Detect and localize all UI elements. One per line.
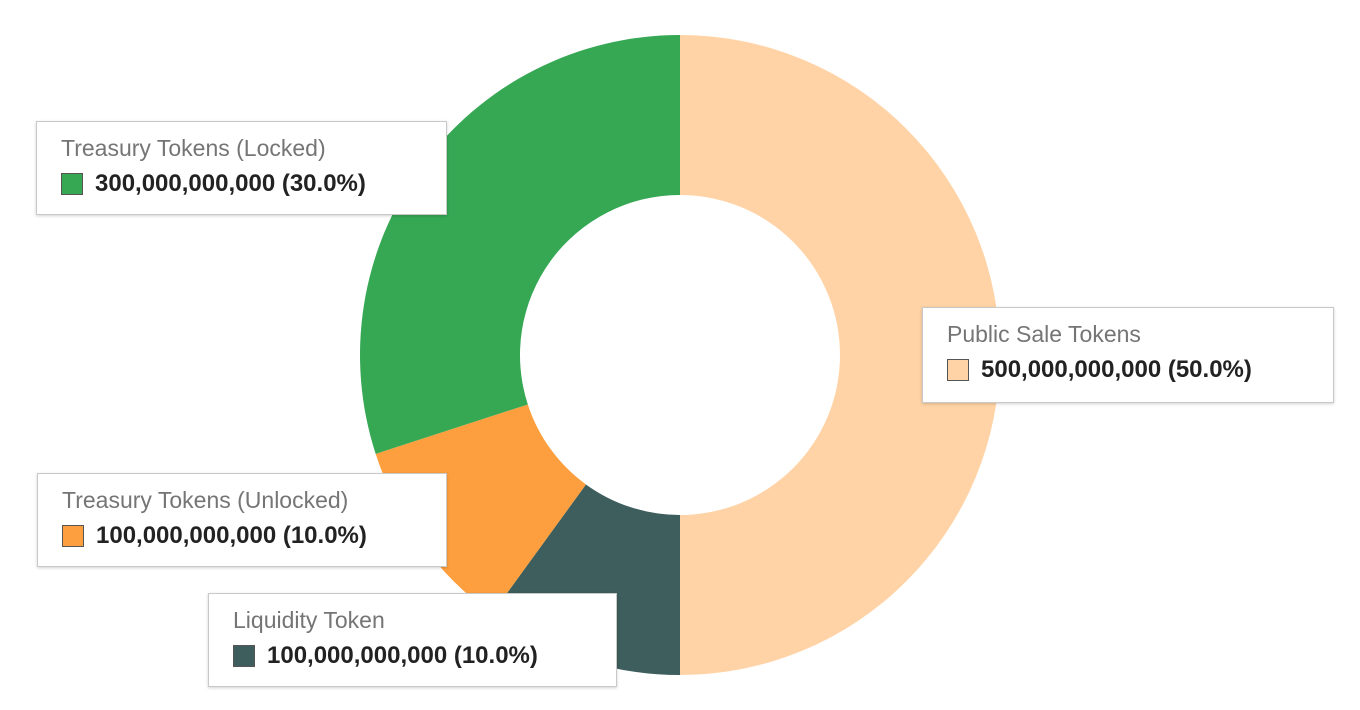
callout-label: Liquidity Token: [233, 607, 385, 633]
callout-label: Public Sale Tokens: [947, 321, 1141, 347]
callout-treasury-tokens-locked: Treasury Tokens (Locked) 300,000,000,000…: [36, 121, 447, 215]
legend-swatch-public-sale-tokens: [947, 359, 969, 381]
slice-treasury-tokens-unlocked: [375, 404, 586, 614]
slice-treasury-tokens-locked: [360, 35, 680, 454]
callout-value-row: 100,000,000,000 (10.0%): [233, 642, 592, 670]
data-label: 300,000,000,000 (30.0%): [95, 170, 366, 197]
data-label: 500,000,000,000 (50.0%): [981, 356, 1252, 383]
slice-public-sale-tokens: [680, 35, 1000, 675]
callout-value-row: 300,000,000,000 (30.0%): [61, 170, 422, 198]
legend-swatch-treasury-tokens-unlocked: [62, 525, 84, 547]
data-label: 100,000,000,000 (10.0%): [267, 642, 538, 669]
callout-value-row: 100,000,000,000 (10.0%): [62, 522, 422, 550]
callout-label: Treasury Tokens (Unlocked): [62, 487, 349, 513]
data-label: 100,000,000,000 (10.0%): [96, 522, 367, 549]
legend-swatch-liquidity-token: [233, 645, 255, 667]
callout-treasury-tokens-unlocked: Treasury Tokens (Unlocked) 100,000,000,0…: [37, 473, 447, 567]
callout-label: Treasury Tokens (Locked): [61, 135, 326, 161]
callout-public-sale-tokens: Public Sale Tokens 500,000,000,000 (50.0…: [922, 307, 1334, 403]
callout-liquidity-token: Liquidity Token 100,000,000,000 (10.0%): [208, 593, 617, 687]
callout-value-row: 500,000,000,000 (50.0%): [947, 356, 1309, 384]
legend-swatch-treasury-tokens-locked: [61, 173, 83, 195]
